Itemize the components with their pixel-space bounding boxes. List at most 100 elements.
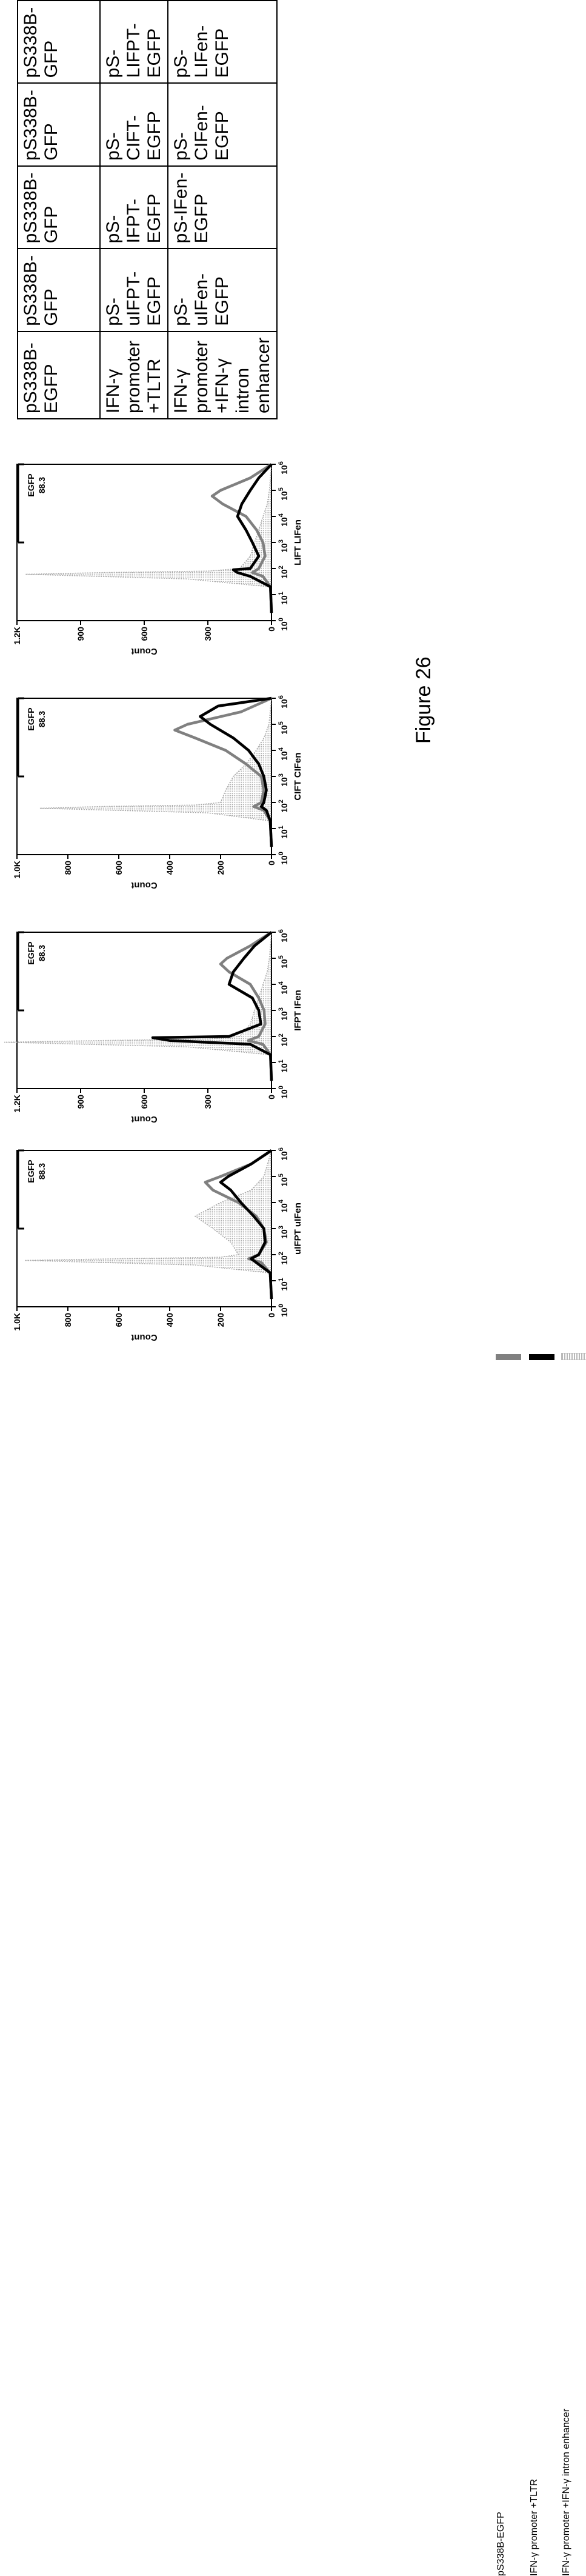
legend-swatch-black [529,1354,554,1360]
x-tick-label: 100 [278,1086,289,1099]
series-line-tltr [199,696,273,847]
y-tick-label: 300 [203,1095,213,1109]
gate-label: EGFP [26,473,36,496]
x-tick-label: 105 [278,721,289,735]
series-line-ps338b [219,931,273,1081]
x-tick-label: 101 [278,1278,289,1291]
histogram-3-svg: 0 200 400 600 800 1.0K 100 101 102 103 104 105 106 Co… [12,695,303,890]
table-cell: pS-LIFPT-EGFP [100,1,168,84]
x-tick-label: 105 [278,487,289,501]
table-row: IFN-γ promoter +TLTR pS-uIFPT-EGFP pS-IF… [100,1,168,419]
x-tick-label: 103 [278,539,289,553]
y-tick-label: 1.0K [12,861,22,879]
table-row: pS338B-EGFP pS338B-GFP pS338B-GFP pS338B… [18,1,100,419]
y-tick-label: 200 [216,861,225,875]
x-tick-label: 102 [278,566,289,579]
y-tick-label: 0 [267,1313,276,1318]
x-axis-label: CIFT CIFen [293,752,303,800]
y-axis-label: Count [131,1332,157,1343]
table-cell: pS-CIFen-EGFP [168,83,277,166]
legend-label: IFN-γ promoter +TLTR [529,2478,539,2576]
histogram-panel-3: 0 200 400 600 800 1.0K 100 101 102 103 104 105 106 Co… [8,692,309,892]
table-cell: pS338B-GFP [18,165,100,249]
y-axis-label: Count [131,880,157,890]
construct-table: pS338B-EGFP pS338B-GFP pS338B-GFP pS338B… [17,0,278,419]
x-tick-label: 104 [278,747,289,761]
table-cell: pS-LIFen-EGFP [168,1,277,84]
x-tick-label: 100 [278,852,289,865]
x-tick-label: 101 [278,826,289,839]
x-tick-label: 103 [278,773,289,787]
series-fill-intron-enhancer [4,932,271,1081]
y-tick-label: 600 [139,1095,149,1109]
series-line-tltr [231,463,273,613]
x-tick-label: 106 [278,695,289,709]
table-row-header: IFN-γ promoter +TLTR [100,331,168,419]
x-tick-label: 106 [278,1147,289,1161]
y-tick-label: 900 [76,1095,85,1109]
y-tick-label: 1.2K [12,627,22,645]
figure-canvas: pS338B-EGFP IFN-γ promoter +TLTR IFN-γ pro… [4,0,586,2576]
x-tick-label: 101 [278,1059,289,1073]
y-tick-label: 300 [203,627,213,641]
legend-swatch-dotted [561,1353,586,1360]
x-tick-label: 104 [278,981,289,995]
table-cell: pS-IFen-EGFP [168,165,277,249]
histogram-1-svg: 0 200 400 600 800 1.0K 100 101 102 103 104 105 106 Co… [12,1147,303,1343]
gate-label: EGFP [26,707,36,730]
legend-swatch-grey [496,1354,521,1360]
y-tick-label: 900 [76,627,85,641]
y-tick-label: 200 [216,1313,225,1327]
x-axis-label: IFPT IFen [293,990,303,1031]
y-tick-label: 0 [267,627,276,632]
legend-label: pS338B-EGFP [496,2512,506,2576]
x-tick-label: 100 [278,618,289,631]
series-line-intron-enhancer [24,1150,272,1300]
x-tick-label: 104 [278,1199,289,1213]
series-line-intron-enhancer [25,464,272,613]
x-tick-label: 101 [278,592,289,605]
y-tick-label: 600 [114,1313,124,1327]
y-axis-label: Count [131,1114,157,1124]
table-row-header: IFN-γ promoter +IFN-γ intron enhancer [168,331,277,419]
x-tick-label: 102 [278,1033,289,1047]
series-fill-intron-enhancer [39,698,271,847]
x-axis-label: uIFPT uIFen [293,1203,303,1255]
table-row-header: pS338B-EGFP [18,331,100,419]
legend-label: IFN-γ promoter +IFN-γ intron enhancer [561,2408,571,2576]
gate-label: EGFP [26,1160,36,1183]
plot-frame [16,464,272,621]
table-cell: pS338B-GFP [18,1,100,84]
figure-caption: Figure 26 [412,656,435,744]
table-cell: pS-IFPT-EGFP [100,165,168,249]
series-line-tltr [219,1149,273,1300]
histogram-panel-4: 0 300 600 900 1.2K 100 101 102 103 104 105 106 Count… [8,458,309,658]
y-axis-label: Count [131,646,157,656]
table-row: IFN-γ promoter +IFN-γ intron enhancer pS… [168,1,277,419]
y-tick-label: 400 [165,1313,175,1327]
y-tick-label: 600 [114,861,124,875]
y-tick-label: 0 [267,1095,276,1099]
table-cell: pS338B-GFP [18,249,100,332]
series-line-ps338b [173,696,273,847]
histogram-2-svg: 0 300 600 900 1.2K 100 101 102 103 104 105 106 Count… [4,929,303,1124]
gate-value: 88.3 [37,1163,47,1180]
gate-label: EGFP [26,941,36,964]
x-tick-label: 102 [278,1252,289,1265]
y-tick-label: 1.2K [12,1095,22,1113]
y-tick-label: 800 [63,1313,73,1327]
table-cell: pS-CIFT-EGFP [100,83,168,166]
table-cell: pS-uIFen-EGFP [168,249,277,332]
y-tick-label: 600 [139,627,149,641]
gate-value: 88.3 [37,711,47,727]
histogram-panel-2: 0 300 600 900 1.2K 100 101 102 103 104 105 106 Count… [4,926,309,1126]
x-tick-label: 105 [278,1173,289,1187]
histogram-4-svg: 0 300 600 900 1.2K 100 101 102 103 104 105 106 Count… [12,461,303,656]
table-cell: pS338B-GFP [18,83,100,166]
y-tick-label: 400 [165,861,175,875]
series-line-tltr [151,931,273,1081]
x-tick-label: 103 [278,1226,289,1239]
series-line-ps338b [210,463,273,613]
x-tick-label: 104 [278,513,289,527]
table-cell: pS-uIFPT-EGFP [100,249,168,332]
